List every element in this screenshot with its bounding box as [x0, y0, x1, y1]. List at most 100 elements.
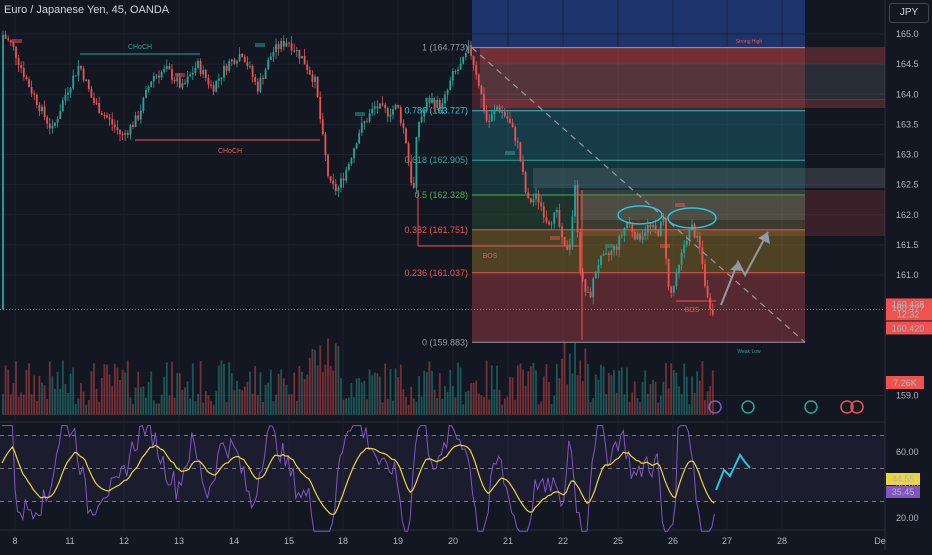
candle-body — [449, 80, 452, 90]
volume-bar — [199, 361, 202, 415]
candle-body — [202, 70, 205, 75]
volume-bar — [425, 372, 428, 415]
candle-body — [402, 123, 405, 129]
candle-body — [620, 235, 623, 237]
rsi-ma-value: 35.45 — [892, 487, 915, 497]
volume-bar — [46, 399, 49, 415]
volume-bar — [423, 370, 426, 415]
candle-body — [54, 122, 56, 126]
event-marker-icon[interactable] — [840, 400, 854, 414]
volume-bar — [178, 373, 181, 415]
supply-zone — [480, 99, 885, 108]
event-marker-icon[interactable] — [741, 400, 755, 414]
candle-body — [173, 79, 176, 82]
arrow-head — [730, 262, 743, 271]
candle-body — [353, 148, 355, 159]
volume-bar — [223, 363, 225, 415]
x-tick-label: 21 — [503, 536, 513, 546]
pattern-ellipse[interactable] — [667, 207, 717, 229]
event-marker-icon[interactable] — [850, 400, 864, 414]
candle-body — [275, 44, 277, 53]
candle-body — [412, 183, 415, 188]
candle-body — [288, 42, 290, 44]
volume-bar — [137, 371, 140, 415]
candle-body — [189, 74, 192, 77]
x-tick-label: 19 — [393, 536, 403, 546]
event-marker-icon[interactable] — [708, 400, 722, 414]
bid-price-badge[interactable] — [886, 321, 932, 335]
volume-bar — [670, 363, 673, 415]
volume-bar — [415, 401, 418, 415]
candle-body — [43, 106, 46, 117]
volume-badge[interactable] — [886, 376, 924, 389]
candle-body — [602, 253, 605, 256]
volume-bar — [644, 370, 647, 415]
volume-bar — [51, 376, 54, 415]
volume-bar — [376, 373, 379, 415]
volume-bar — [522, 369, 524, 415]
candle-body — [220, 77, 223, 79]
candle-body — [493, 109, 496, 115]
candle-body — [311, 74, 314, 82]
volume-bar — [217, 365, 220, 415]
candle-body — [171, 69, 173, 80]
structure-label: BOS — [483, 253, 498, 260]
candle-body — [607, 253, 610, 256]
candle-body — [28, 79, 30, 88]
candle-body — [197, 60, 199, 68]
candle-body — [4, 34, 7, 39]
candle-body — [293, 50, 296, 52]
candle-body — [646, 224, 649, 233]
volume-bar — [251, 393, 254, 415]
trendline[interactable] — [471, 47, 806, 343]
y-tick-label: 162.5 — [896, 180, 919, 190]
volume-bar — [553, 395, 556, 415]
volume-bar — [410, 386, 413, 415]
pattern-ellipse[interactable] — [617, 205, 663, 225]
candle-body — [152, 76, 155, 82]
candle-body — [319, 97, 322, 120]
candle-body — [405, 128, 407, 144]
candle-body — [113, 124, 116, 128]
volume-bar — [7, 369, 10, 415]
volume-bar — [613, 370, 615, 415]
candle-body — [254, 77, 257, 82]
volume-bar — [561, 358, 563, 415]
volume-bar — [524, 385, 527, 415]
candle-body — [407, 143, 410, 162]
volume-bar — [12, 383, 15, 415]
candle-body — [501, 111, 504, 113]
candle-body — [475, 65, 478, 75]
volume-bar — [633, 381, 636, 415]
candle-body — [459, 63, 462, 70]
volume-bar — [511, 377, 514, 415]
last-price-badge[interactable] — [886, 298, 932, 321]
volume-bar — [59, 388, 62, 415]
candle-body — [158, 75, 160, 78]
volume-bar — [558, 378, 561, 415]
candle-body — [51, 125, 54, 129]
volume-bar — [132, 404, 134, 415]
structure-marker — [175, 73, 185, 77]
volume-bar — [33, 375, 36, 415]
volume-bar — [639, 402, 641, 415]
candle-body — [106, 115, 108, 118]
currency-button[interactable]: JPY — [889, 3, 929, 23]
volume-bar — [311, 348, 314, 415]
symbol-title[interactable]: Euro / Japanese Yen, 45, OANDA — [4, 4, 170, 16]
event-marker-icon[interactable] — [804, 400, 818, 414]
volume-bar — [168, 395, 171, 415]
candle-body — [181, 83, 184, 88]
candle-body — [314, 76, 316, 82]
candle-body — [225, 65, 228, 71]
candle-body — [126, 133, 129, 135]
structure-marker — [605, 244, 615, 248]
volume-bar — [451, 386, 454, 415]
volume-bar — [308, 357, 311, 415]
x-tick-label: 20 — [448, 536, 458, 546]
fib-label: 0 (159.883) — [422, 337, 468, 347]
volume-bar — [691, 376, 693, 415]
candle-body — [98, 102, 101, 114]
volume-bar — [628, 401, 631, 415]
